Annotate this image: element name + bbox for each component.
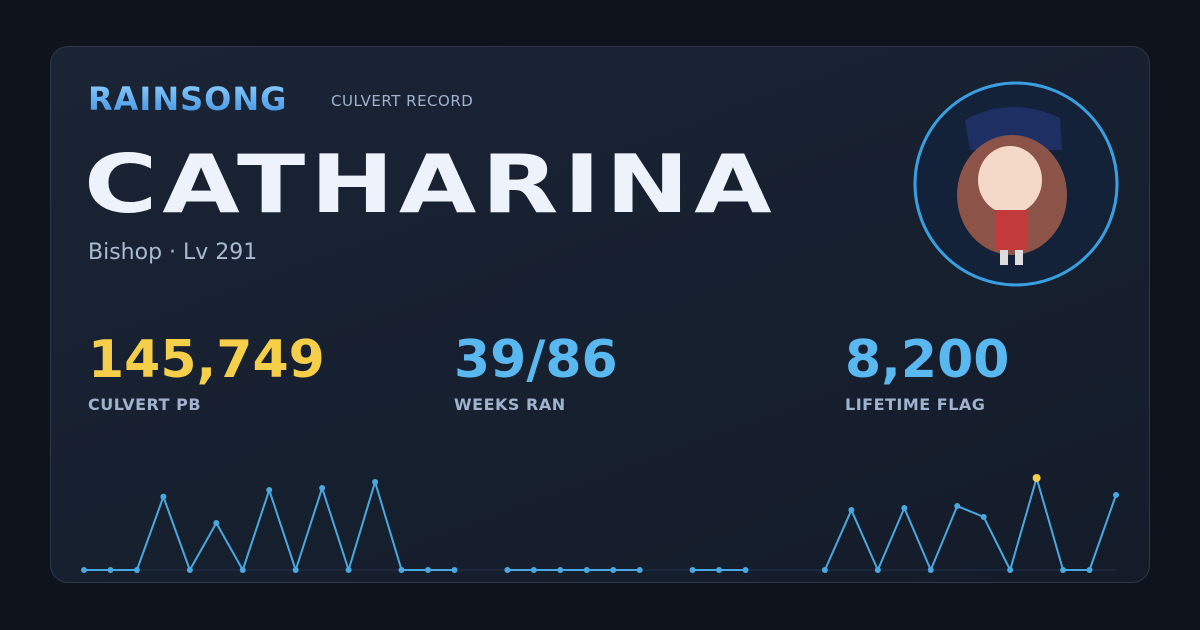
point	[689, 567, 696, 573]
stat-value: 145,749	[88, 330, 325, 390]
point	[1086, 567, 1093, 573]
point	[319, 485, 326, 492]
point	[451, 567, 458, 573]
point	[504, 567, 511, 573]
point	[81, 567, 87, 573]
point	[107, 567, 114, 573]
stat-label: LIFETIME FLAG	[845, 395, 986, 414]
stat-label: WEEKS RAN	[454, 395, 566, 414]
point	[530, 567, 537, 573]
point	[1113, 492, 1119, 499]
point	[1032, 474, 1041, 482]
avatar	[913, 81, 1119, 287]
stat-value: 8,200	[845, 330, 1010, 390]
point	[133, 567, 140, 573]
point	[901, 505, 908, 512]
point	[345, 567, 352, 573]
sparkline	[84, 477, 1117, 571]
point	[1007, 567, 1014, 573]
point	[186, 567, 193, 573]
character-info: Bishop · Lv 291	[88, 240, 258, 265]
point	[610, 567, 617, 573]
point	[292, 567, 299, 573]
point	[980, 513, 987, 520]
point	[848, 507, 855, 514]
brand: RAINSONG	[88, 80, 288, 118]
point	[557, 567, 564, 573]
point	[1060, 567, 1067, 573]
point	[954, 502, 961, 509]
stat-label: CULVERT PB	[88, 395, 202, 414]
stat-value: 39/86	[454, 330, 618, 390]
point	[742, 567, 749, 573]
point	[636, 567, 643, 573]
point	[239, 567, 246, 573]
point	[716, 567, 723, 573]
point	[266, 487, 273, 494]
point	[583, 567, 590, 573]
point	[160, 493, 167, 500]
point	[425, 567, 431, 573]
point	[213, 519, 220, 526]
character-name: CATHARINA	[84, 138, 777, 231]
point	[927, 567, 934, 573]
point	[821, 567, 828, 573]
point	[372, 479, 379, 486]
point	[398, 567, 405, 573]
point	[874, 567, 881, 573]
subtitle: CULVERT RECORD	[331, 92, 474, 110]
